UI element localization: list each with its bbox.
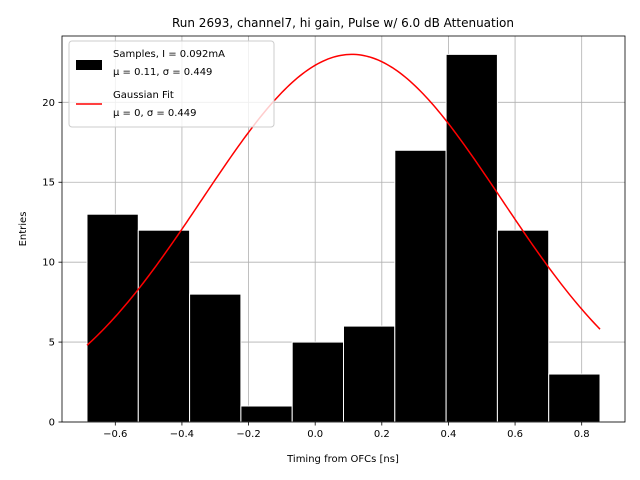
y-axis-label: Entries: [18, 212, 29, 247]
y-tick-label-0: 0: [49, 418, 55, 429]
x-tick-label-1: −0.4: [170, 429, 194, 440]
legend-box: [68, 40, 275, 128]
legend-entry-fit-line1: Gaussian Fit: [113, 90, 174, 101]
legend-swatch-samples: [76, 60, 102, 70]
x-axis-ticks: −0.6 −0.4 −0.2 0.0 0.2 0.4 0.6 0.8: [103, 422, 590, 440]
y-axis-ticks: 0 5 10 15 20: [42, 98, 62, 429]
histogram-bar-3: [240, 405, 293, 423]
x-axis-label: Timing from OFCs [ns]: [286, 454, 399, 465]
histogram-bar-8: [496, 229, 550, 423]
histogram-bar-9: [548, 373, 601, 423]
legend-entry-samples-line1: Samples, I = 0.092mA: [113, 49, 225, 60]
gaussian-fit-curve: [86, 53, 601, 346]
y-tick-label-3: 15: [42, 178, 55, 189]
x-tick-label-0: −0.6: [103, 429, 127, 440]
y-tick-label-4: 20: [42, 98, 55, 109]
x-tick-label-5: 0.4: [440, 429, 456, 440]
x-tick-label-3: 0.0: [307, 429, 323, 440]
histogram-bar-4: [291, 341, 345, 423]
chart-title: Run 2693, channel7, hi gain, Pulse w/ 6.…: [172, 16, 514, 30]
histogram-bar-2: [189, 293, 242, 423]
histogram-bar-1: [137, 229, 191, 423]
x-tick-label-6: 0.6: [507, 429, 523, 440]
y-tick-label-2: 10: [42, 258, 55, 269]
plot-frame: [61, 35, 626, 423]
x-tick-label-4: 0.2: [374, 429, 390, 440]
x-tick-label-7: 0.8: [574, 429, 590, 440]
legend-entry-samples-line2: μ = 0.11, σ = 0.449: [113, 67, 212, 78]
histogram-bar-0: [86, 213, 139, 423]
histogram-bar-7: [445, 53, 498, 423]
histogram-bar-6: [394, 149, 447, 423]
x-tick-label-2: −0.2: [236, 429, 260, 440]
legend: Samples, I = 0.092mA μ = 0.11, σ = 0.449…: [68, 40, 275, 128]
y-tick-label-1: 5: [49, 338, 55, 349]
histogram-bars: [86, 53, 601, 423]
histogram-bar-5: [343, 325, 396, 423]
legend-entry-fit-line2: μ = 0, σ = 0.449: [113, 108, 197, 119]
